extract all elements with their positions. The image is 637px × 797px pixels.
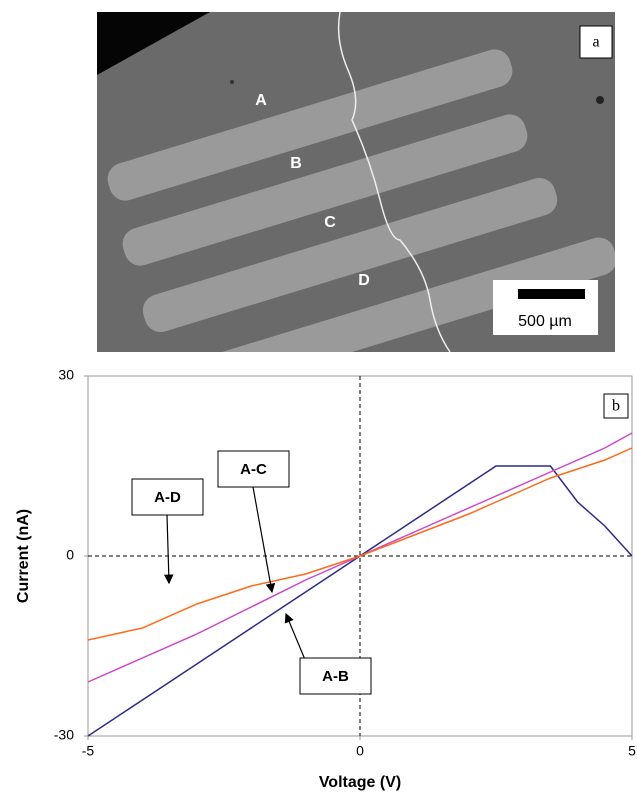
x-tick-label: -5 — [82, 743, 95, 759]
x-tick-label: 5 — [628, 743, 636, 759]
y-tick-label: -30 — [54, 727, 74, 743]
figure: a A B C D 500 µm -30 0 30 -5 0 5 Voltage (V) Cu… — [0, 0, 637, 797]
y-tick-label: 0 — [66, 547, 74, 563]
chart: -30 0 30 -5 0 5 Voltage (V) Current (nA) b A-B A-C… — [15, 367, 636, 792]
stripe-label: B — [290, 155, 302, 172]
panel-label: a — [592, 34, 599, 51]
y-tick-label: 30 — [58, 367, 74, 383]
stripe-label: D — [358, 272, 370, 289]
annotation-arrow — [286, 614, 306, 662]
legend-label: A-B — [322, 668, 349, 685]
stripe-label: A — [255, 92, 267, 109]
x-axis-label: Voltage (V) — [319, 774, 401, 791]
particle — [230, 80, 234, 84]
particle — [596, 96, 604, 104]
panel-label: b — [612, 398, 620, 415]
scale-bar-label: 500 µm — [518, 313, 572, 330]
legend-label: A-C — [240, 461, 267, 478]
annotation-arrow — [167, 515, 169, 583]
y-axis-label: Current (nA) — [15, 509, 32, 603]
x-tick-label: 0 — [356, 743, 364, 759]
scale-bar — [518, 289, 585, 299]
sem-image: a A B C D 500 µm — [97, 12, 621, 404]
stripe-label: C — [324, 214, 336, 231]
legend-label: A-D — [154, 489, 181, 506]
annotation-arrow — [253, 487, 272, 592]
